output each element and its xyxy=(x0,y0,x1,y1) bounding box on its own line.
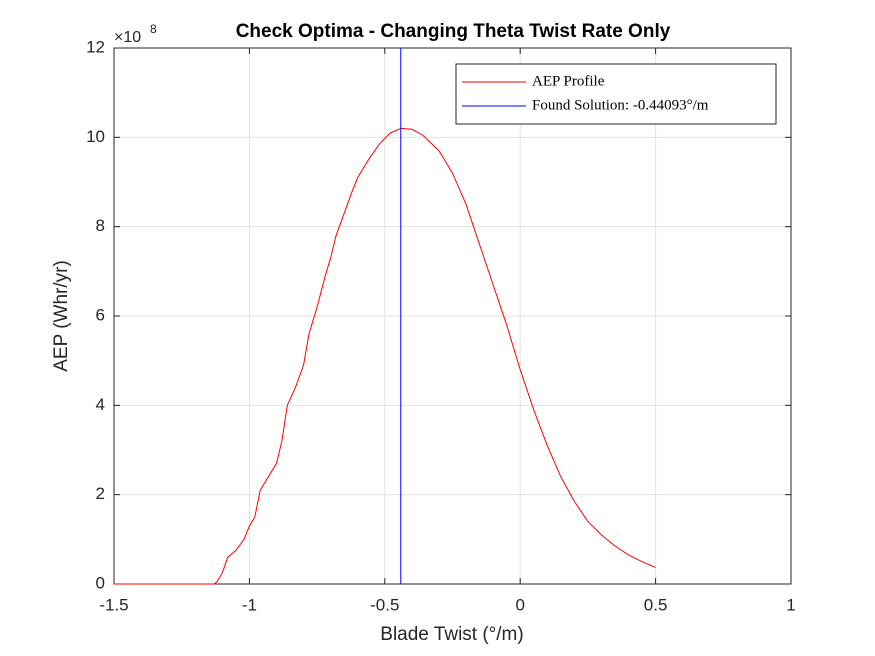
x-axis-label: Blade Twist (°/m) xyxy=(380,624,523,645)
y-tick-label: 10 xyxy=(86,127,105,146)
x-tick-label: -1 xyxy=(242,595,257,614)
legend-box xyxy=(455,63,777,125)
legend-label: Found Solution: -0.44093°/m xyxy=(532,97,709,113)
y-tick-label: 8 xyxy=(96,216,105,235)
legend-label: AEP Profile xyxy=(532,73,605,89)
y-tick-label: 0 xyxy=(96,573,105,592)
axes-box xyxy=(113,47,792,585)
y-tick-label: 4 xyxy=(96,395,105,414)
y-multiplier-exponent: 8 xyxy=(150,22,157,36)
x-tick-label: -0.5 xyxy=(370,595,399,614)
y-tick-label: 12 xyxy=(86,37,105,56)
x-tick-label: -1.5 xyxy=(99,595,128,614)
data-line xyxy=(114,127,656,585)
chart-title: Check Optima - Changing Theta Twist Rate… xyxy=(236,21,671,42)
y-multiplier: ×10 xyxy=(114,29,141,46)
x-tick-label: 1 xyxy=(786,595,795,614)
y-tick-label: 6 xyxy=(96,305,105,324)
x-tick-label: 0 xyxy=(515,595,524,614)
y-axis-label: AEP (Whr/yr) xyxy=(51,260,72,372)
x-tick-label: 0.5 xyxy=(644,595,668,614)
y-tick-label: 2 xyxy=(96,484,105,503)
